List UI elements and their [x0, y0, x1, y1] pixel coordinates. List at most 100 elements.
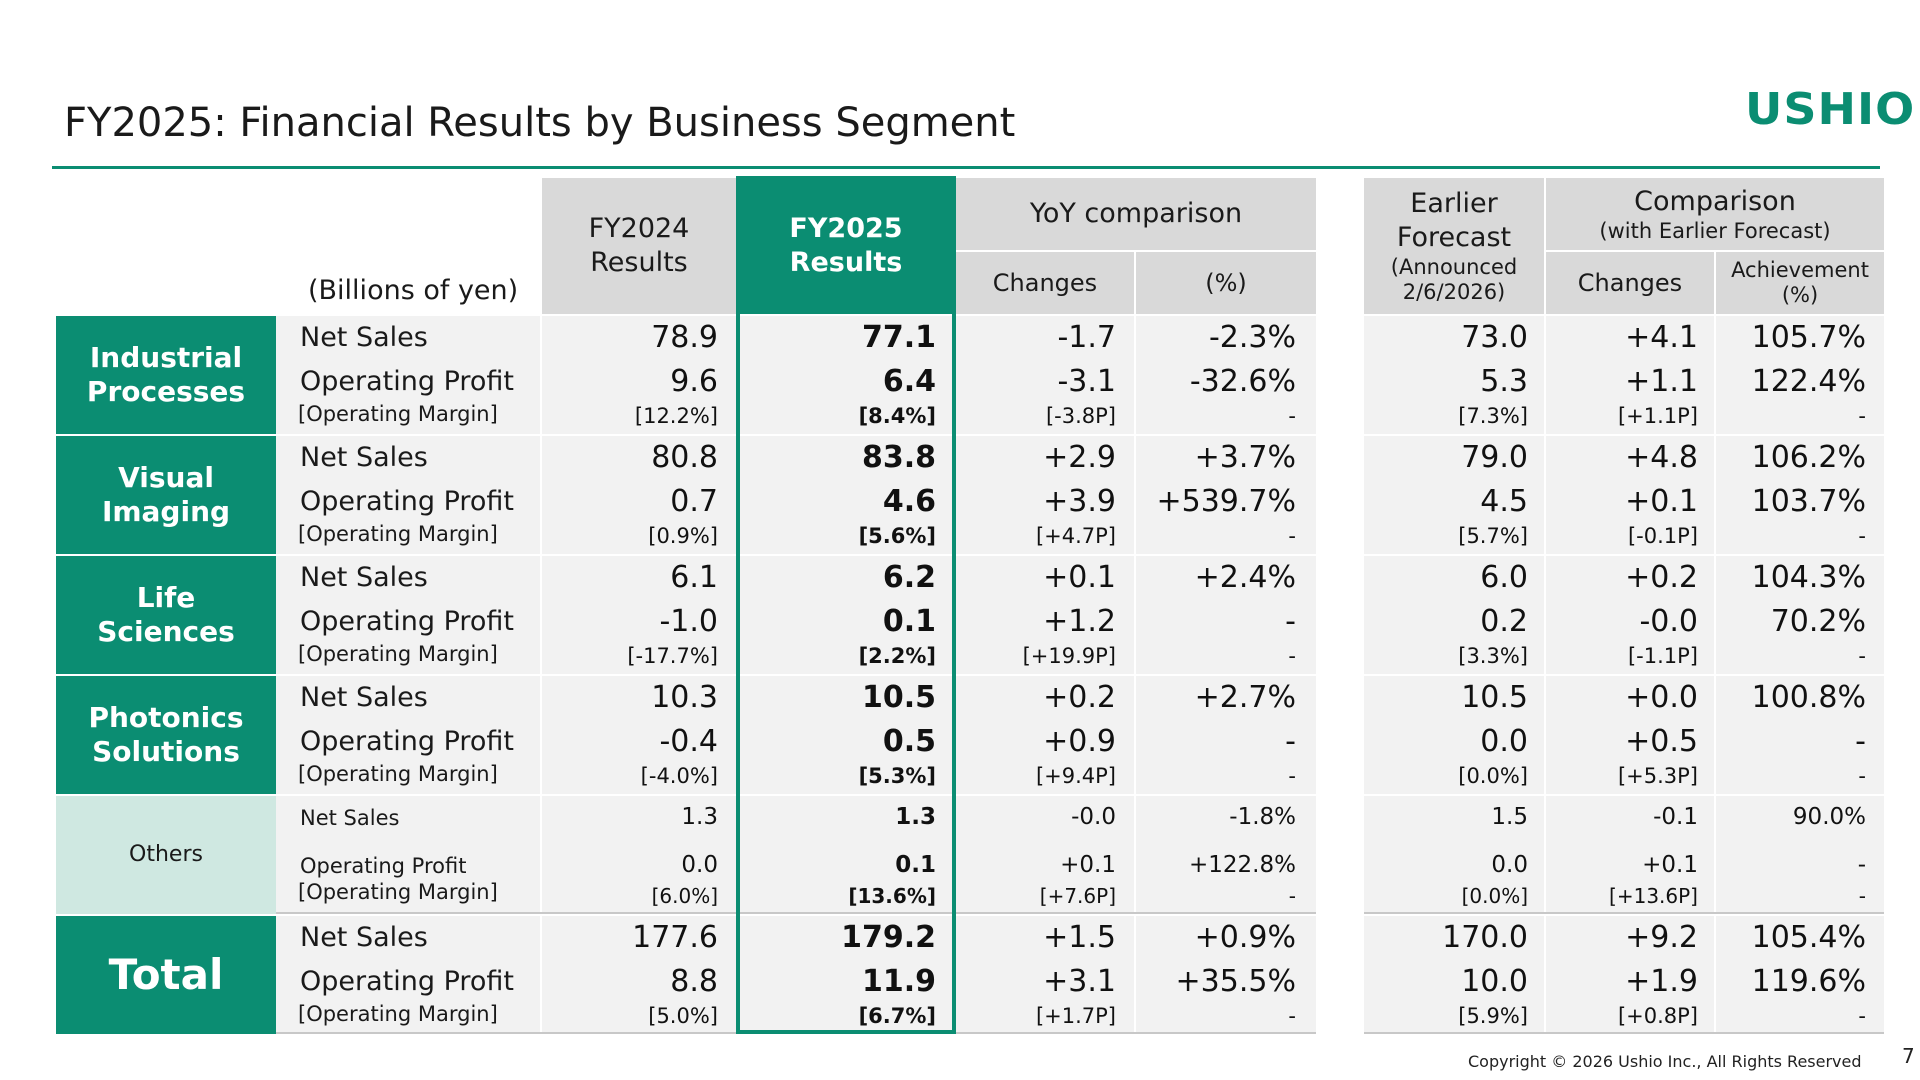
operating-margin-yoy-pct: - [1288, 884, 1296, 908]
segment-name-line: Processes [86, 375, 246, 408]
net-sales-yoy-change: +0.1 [1043, 560, 1116, 595]
net-sales-fy2025: 1.3 [895, 804, 936, 830]
operating-margin-achievement: - [1858, 644, 1866, 668]
row-background-left [276, 436, 1316, 554]
net-sales-label: Net Sales [300, 322, 428, 353]
operating-margin-achievement: - [1858, 524, 1866, 548]
header-fy2024: FY2024 Results [542, 178, 736, 314]
operating-margin-forecast: [5.9%] [1458, 1004, 1528, 1028]
operating-profit-cmp-change: +0.1 [1625, 484, 1698, 519]
operating-margin-fy2024: [6.0%] [651, 884, 718, 908]
header-yoy-label: YoY comparison [1029, 198, 1243, 229]
operating-profit-fy2024: -0.4 [659, 724, 718, 759]
operating-profit-achievement: 122.4% [1751, 364, 1866, 399]
net-sales-forecast: 79.0 [1461, 440, 1528, 475]
operating-margin-fy2024: [-17.7%] [627, 644, 718, 668]
net-sales-yoy-pct: +2.4% [1194, 560, 1296, 595]
header-achievement-line2: (%) [1781, 283, 1819, 307]
operating-profit-yoy-pct: -32.6% [1189, 364, 1296, 399]
net-sales-yoy-pct: -2.3% [1208, 320, 1296, 355]
net-sales-cmp-change: -0.1 [1653, 804, 1698, 830]
column-divider [736, 316, 738, 1034]
page-number: 7 [1902, 1044, 1915, 1068]
operating-profit-label: Operating Profit [300, 966, 514, 997]
ushio-logo: USHIO [1745, 83, 1916, 135]
units-label: (Billions of yen) [308, 275, 519, 306]
operating-margin-label: [Operating Margin] [298, 522, 498, 546]
column-divider [954, 316, 956, 1034]
page-title: FY2025: Financial Results by Business Se… [64, 100, 1016, 146]
column-divider [1544, 316, 1546, 1034]
operating-profit-cmp-change: +1.9 [1625, 964, 1698, 999]
row-background-left [276, 676, 1316, 794]
operating-margin-yoy-pct: - [1288, 524, 1296, 548]
others-bottom-rule [276, 912, 1316, 914]
operating-profit-cmp-change: +1.1 [1625, 364, 1698, 399]
net-sales-fy2024: 1.3 [681, 804, 718, 830]
net-sales-label: Net Sales [300, 806, 400, 830]
segment-name-line: Imaging [101, 495, 231, 528]
operating-profit-yoy-change: +0.1 [1060, 852, 1116, 878]
operating-profit-cmp-change: +0.5 [1625, 724, 1698, 759]
header-earlier-line3: (Announced [1390, 255, 1518, 279]
operating-profit-fy2025: 4.6 [882, 484, 936, 519]
operating-profit-achievement: - [1857, 852, 1866, 878]
header-yoy-pct: (%) [1136, 252, 1316, 314]
table-bottom-rule [276, 1032, 1316, 1034]
net-sales-yoy-pct: +2.7% [1194, 680, 1296, 715]
operating-margin-forecast: [3.3%] [1458, 644, 1528, 668]
operating-margin-fy2024: [12.2%] [634, 404, 718, 428]
net-sales-achievement: 104.3% [1751, 560, 1866, 595]
net-sales-yoy-change: +0.2 [1043, 680, 1116, 715]
operating-profit-fy2025: 0.1 [895, 852, 936, 878]
operating-margin-cmp-change: [+0.8P] [1617, 1004, 1698, 1028]
header-yoy-pct-label: (%) [1205, 269, 1247, 297]
net-sales-achievement: 100.8% [1751, 680, 1866, 715]
column-divider [1714, 316, 1716, 1034]
net-sales-cmp-change: +4.8 [1625, 440, 1698, 475]
operating-profit-fy2024: 0.0 [681, 852, 718, 878]
operating-margin-cmp-change: [-1.1P] [1627, 644, 1698, 668]
column-divider [1134, 316, 1136, 1034]
segment-name-line: Photonics [88, 701, 244, 734]
operating-margin-achievement: - [1858, 884, 1866, 908]
header-comparison: Comparison (with Earlier Forecast) [1546, 178, 1884, 250]
header-fy2025-line2: Results [789, 247, 903, 278]
operating-profit-yoy-change: +3.9 [1043, 484, 1116, 519]
net-sales-fy2025: 77.1 [861, 320, 936, 355]
operating-profit-yoy-pct: +122.8% [1189, 852, 1296, 878]
operating-profit-yoy-pct: +539.7% [1156, 484, 1296, 519]
net-sales-yoy-change: -1.7 [1057, 320, 1116, 355]
operating-profit-fy2024: -1.0 [659, 604, 718, 639]
net-sales-cmp-change: +0.0 [1625, 680, 1698, 715]
title-divider [52, 166, 1880, 169]
net-sales-achievement: 105.7% [1751, 320, 1866, 355]
others-bottom-rule-right [1364, 912, 1884, 914]
operating-margin-forecast: [0.0%] [1458, 764, 1528, 788]
net-sales-label: Net Sales [300, 562, 428, 593]
row-background-right [1364, 916, 1884, 1034]
operating-profit-achievement: 70.2% [1770, 604, 1866, 639]
operating-margin-fy2024: [-4.0%] [640, 764, 718, 788]
operating-profit-forecast: 0.2 [1480, 604, 1528, 639]
table-bottom-rule-right [1364, 1032, 1884, 1034]
net-sales-yoy-pct: +0.9% [1194, 920, 1296, 955]
segment-name-line: Life [136, 581, 196, 614]
header-earlier-line2: Forecast [1396, 222, 1512, 253]
operating-margin-fy2025: [6.7%] [858, 1004, 936, 1028]
operating-profit-fy2024: 8.8 [670, 964, 718, 999]
segment-name-line: Total [108, 950, 224, 999]
operating-margin-yoy-change: [+19.9P] [1022, 644, 1116, 668]
operating-margin-fy2025: [2.2%] [858, 644, 936, 668]
net-sales-label: Net Sales [300, 442, 428, 473]
operating-profit-yoy-change: +3.1 [1043, 964, 1116, 999]
operating-margin-cmp-change: [-0.1P] [1627, 524, 1698, 548]
header-fy2024-line2: Results [590, 247, 688, 278]
operating-profit-forecast: 5.3 [1480, 364, 1528, 399]
operating-margin-cmp-change: [+1.1P] [1617, 404, 1698, 428]
operating-profit-fy2025: 11.9 [861, 964, 936, 999]
segment-label: Others [56, 796, 276, 914]
operating-margin-achievement: - [1858, 764, 1866, 788]
operating-profit-label: Operating Profit [300, 606, 514, 637]
segment-name-line: Solutions [92, 735, 240, 768]
